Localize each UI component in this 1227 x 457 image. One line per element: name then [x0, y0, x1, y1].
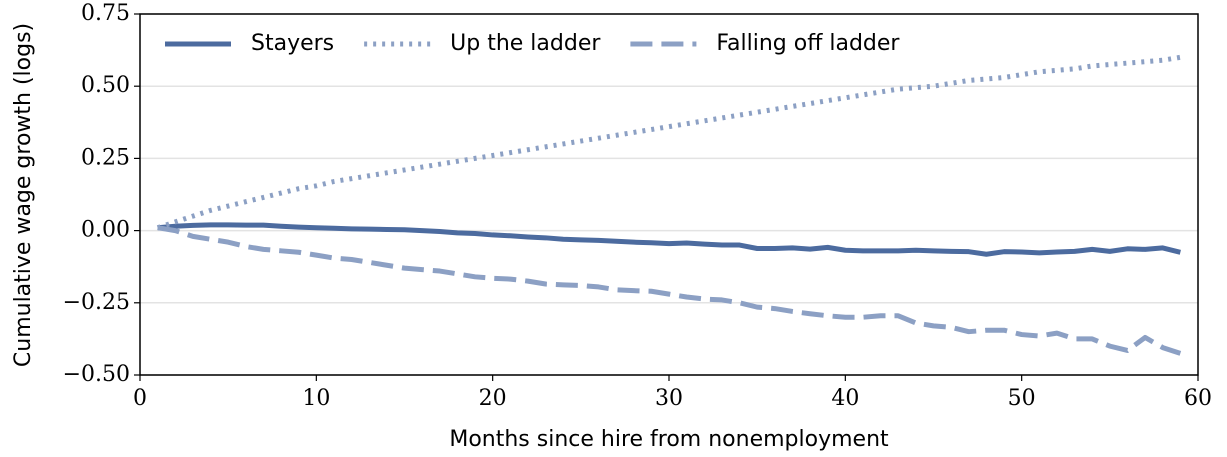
y-tick-label: 0.75 — [81, 1, 130, 26]
line-series — [156, 54, 1181, 231]
y-tick-label: 0.00 — [81, 218, 130, 243]
plot-frame — [139, 13, 1199, 376]
y-tick-label: 0.50 — [81, 73, 130, 98]
x-tick-label: 20 — [479, 386, 507, 411]
legend-label: Up the ladder — [450, 31, 601, 56]
y-axis-label: Cumulative wage growth (logs) — [11, 23, 36, 367]
y-tick-label: −0.50 — [63, 362, 130, 387]
y-tick-label: 0.25 — [81, 145, 130, 170]
x-tick-label: 0 — [133, 386, 147, 411]
x-tick-label: 50 — [1008, 386, 1036, 411]
line-series — [157, 222, 1181, 257]
x-tick-label: 40 — [831, 386, 859, 411]
legend-label: Stayers — [251, 31, 334, 56]
x-tick-label: 30 — [655, 386, 683, 411]
line-series — [157, 225, 1182, 356]
legend-label: Falling off ladder — [716, 31, 900, 56]
x-axis-label: Months since hire from nonemployment — [449, 427, 889, 452]
x-tick-label: 60 — [1184, 386, 1212, 411]
x-tick-label: 10 — [302, 386, 330, 411]
y-tick-label: −0.25 — [63, 290, 130, 315]
